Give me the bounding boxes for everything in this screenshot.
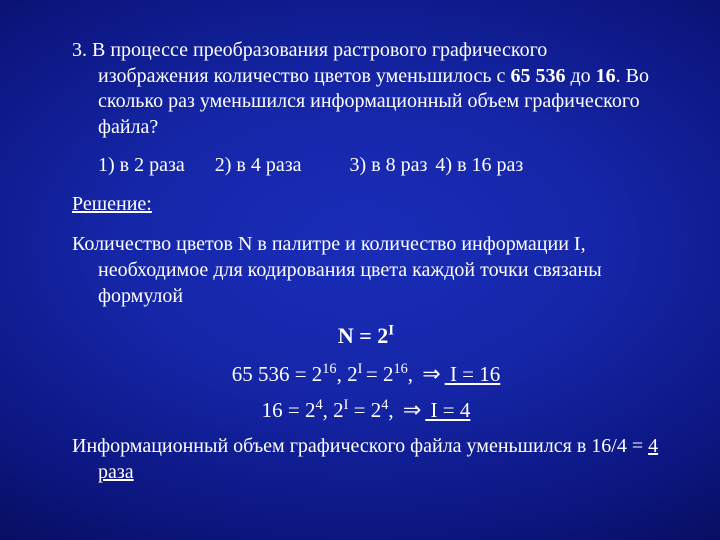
formula-line-2: 16 = 24, 2I = 24, ⇒ I = 4 [72,397,660,423]
q-bold2: 16 [596,65,616,87]
l2-d: , [388,398,399,422]
q-bold1: 65 536 [510,65,565,87]
l1-a-exp: 16 [322,361,336,377]
conclusion-t1: Информационный объем графического файла … [72,435,648,457]
l1-a: 65 536 = 2 [232,362,323,386]
question-number: 3. [72,39,87,61]
expl-n: N [238,233,252,255]
l2-a: 16 = 2 [262,398,316,422]
option-1: 1) в 2 раза [98,154,185,177]
l1-d: , [408,362,419,386]
formula-line-1: 65 536 = 216, 2I = 216, ⇒ I = 16 [72,361,660,387]
solution-label: Решение: [72,193,660,216]
explanation-text: Количество цветов N в палитре и количест… [72,232,660,309]
slide: 3. В процессе преобразования растрового … [0,0,720,540]
l1-b-exp: I [358,361,366,377]
l2-res: I = 4 [425,398,470,422]
l2-c: = 2 [348,398,381,422]
conclusion-text: Информационный объем графического файла … [72,433,660,485]
option-3: 3) в 8 раз [350,154,428,177]
formula-exp: I [388,323,394,339]
q-part1: В процессе преобразования растрового гра… [87,39,547,87]
l1-c-exp: 16 [393,361,407,377]
expl-i: I [574,233,581,255]
arrow-icon: ⇒ [399,397,425,422]
option-2: 2) в 4 раза [215,154,302,177]
expl-t2: в палитре и количество информации [252,233,574,255]
expl-t1: Количество цветов [72,233,238,255]
l2-b: , 2 [323,398,344,422]
option-4: 4) в 16 раз [435,154,523,177]
question-text: 3. В процессе преобразования растрового … [72,38,660,140]
l2-a-exp: 4 [315,397,322,413]
formula-lhs: N = 2 [338,323,388,348]
formula-main: N = 2I [72,323,660,349]
l1-c: = 2 [366,362,394,386]
arrow-icon: ⇒ [418,361,444,386]
q-mid: до [565,65,595,87]
answer-options: 1) в 2 раза 2) в 4 раза 3) в 8 раз 4) в 16 … [72,154,660,177]
l1-res: I = 16 [445,362,501,386]
l1-b: , 2 [337,362,358,386]
